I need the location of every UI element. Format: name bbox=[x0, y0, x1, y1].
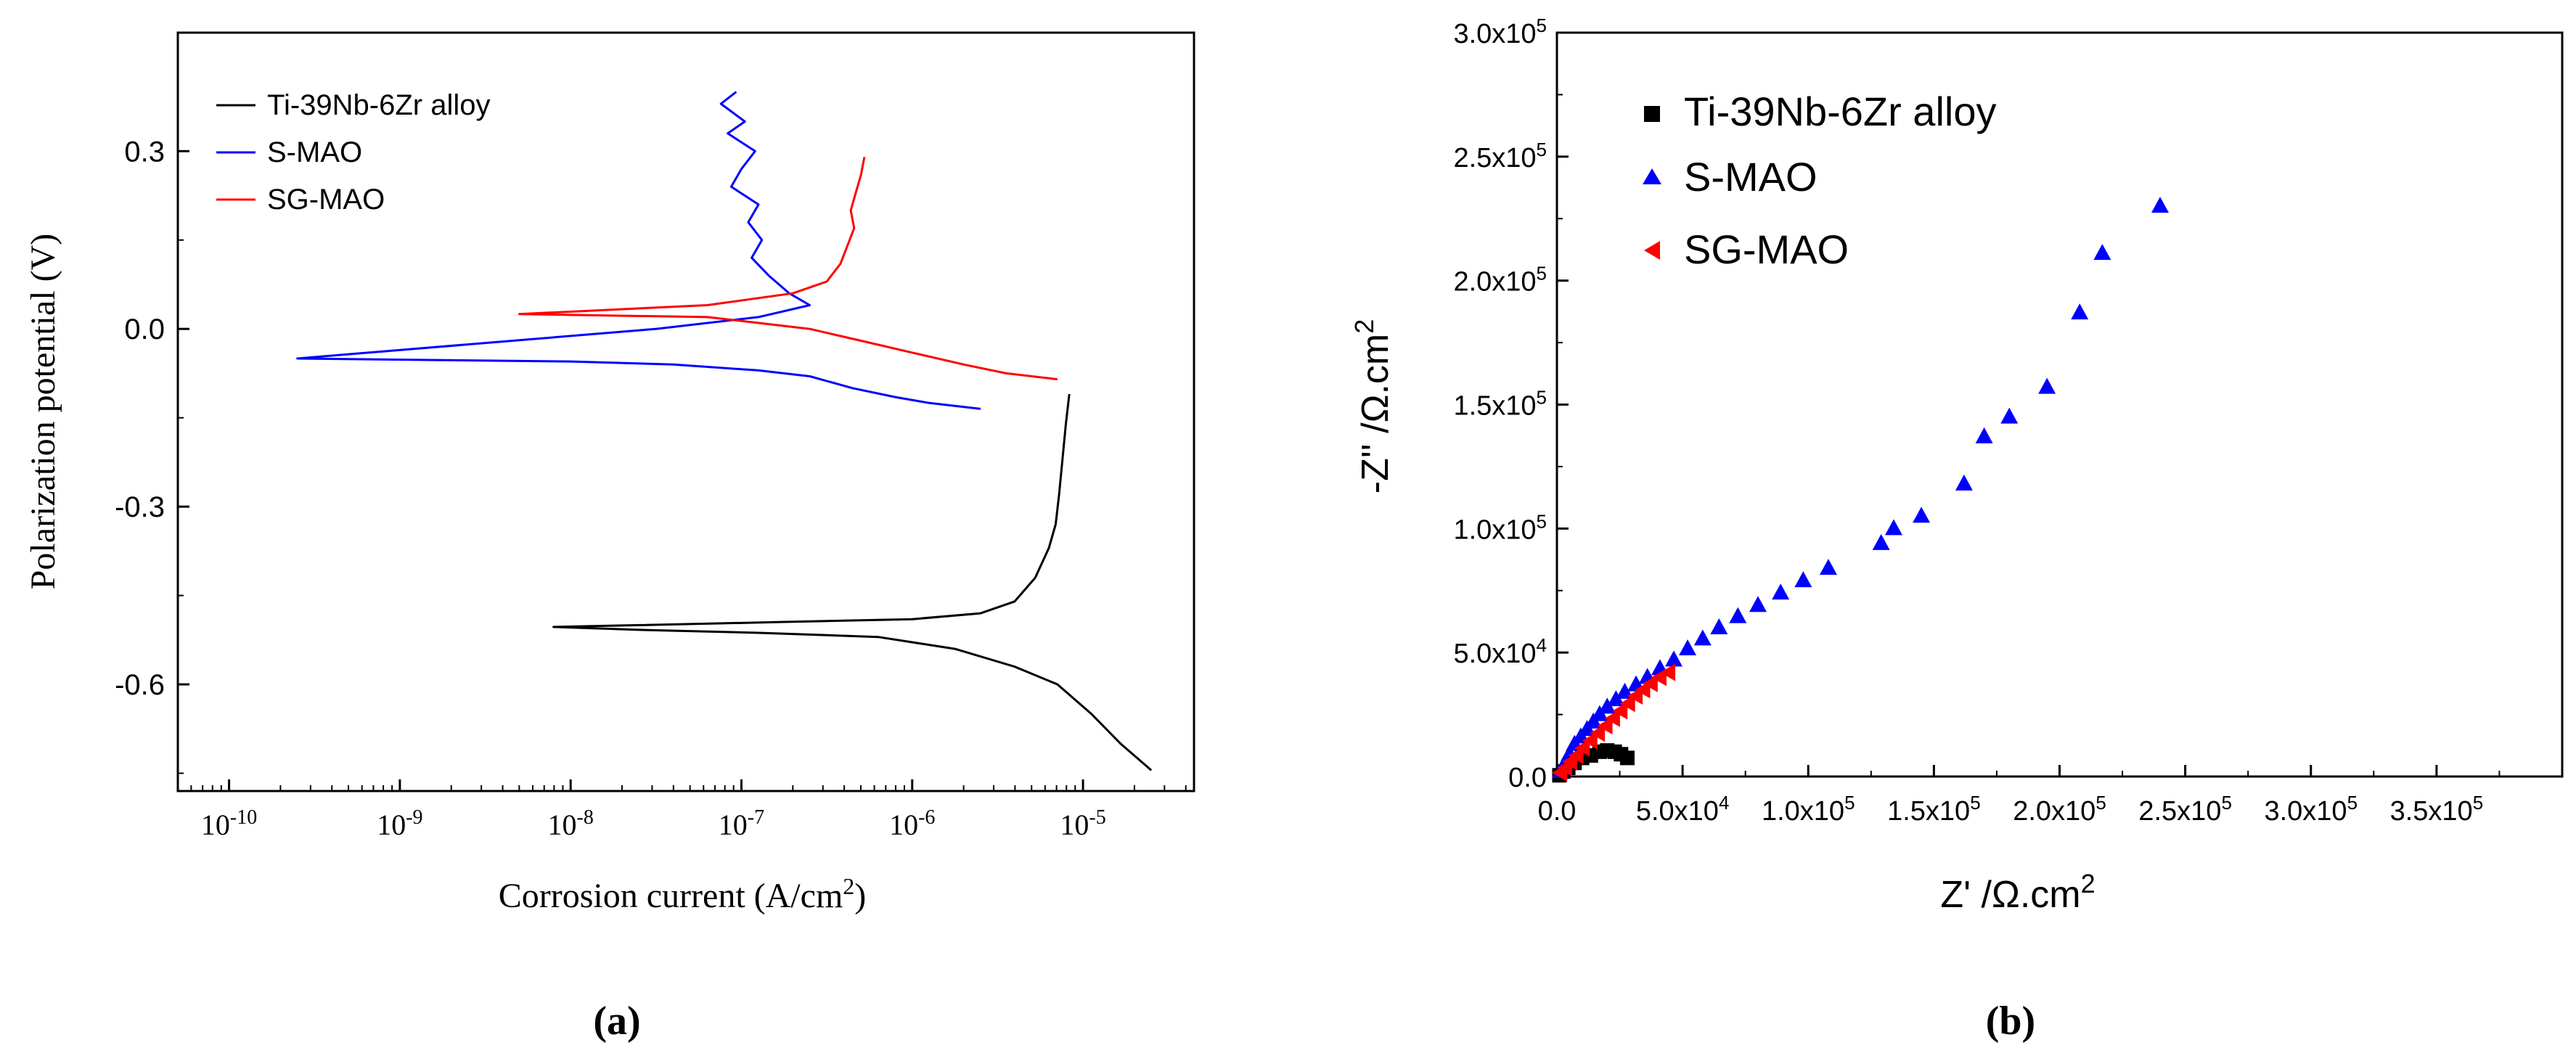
x-tick-label: 0.0 bbox=[1538, 796, 1577, 827]
data-point-s-mao bbox=[1607, 690, 1625, 707]
data-point-sg-mao bbox=[1612, 702, 1628, 720]
y-tick-label: 2.5x105 bbox=[1453, 139, 1547, 173]
panel-a-ticks: 10-10 10-9 10-8 10-7 10-6 10-5 0.3 0.0 -0.3 -0.6 bbox=[115, 136, 1187, 842]
data-point-s-mao bbox=[2151, 197, 2169, 213]
data-point-s-mao bbox=[2000, 407, 2019, 424]
x-tick-label: 5.0x104 bbox=[1636, 792, 1730, 827]
panel-b-y-axis-title: -Z'' /Ω.cm2 bbox=[1349, 319, 1397, 494]
x-tick-label: 1.5x105 bbox=[1887, 792, 1981, 827]
data-point-s-mao bbox=[1794, 571, 1812, 588]
data-point-sg-mao bbox=[1642, 674, 1658, 692]
data-point-sg-mao bbox=[1619, 695, 1635, 713]
data-point-s-mao bbox=[1872, 533, 1890, 550]
panel-a-plot-frame bbox=[176, 31, 1195, 792]
data-point-s-mao bbox=[1913, 507, 1931, 523]
panel-b-nyquist-chart: 0.0 5.0x104 1.0x105 1.5x105 2.0x105 2.5x105 3.… bbox=[1349, 15, 2564, 1044]
legend-label-sg-mao: SG-MAO bbox=[1684, 226, 1849, 272]
x-tick-label: 2.5x105 bbox=[2138, 792, 2232, 827]
x-tick-label: 1.0x105 bbox=[1762, 792, 1855, 827]
panel-a-caption: (a) bbox=[593, 999, 640, 1044]
data-point-sg-mao bbox=[1597, 716, 1613, 734]
series-line-s-mao bbox=[296, 91, 981, 410]
data-point-s-mao bbox=[1729, 607, 1747, 623]
data-point-s-mao bbox=[2093, 244, 2111, 261]
series-line-ti-39nb-6zr-alloy bbox=[552, 393, 1153, 771]
data-point-s-mao bbox=[1749, 596, 1767, 613]
data-point-sg-mao bbox=[1582, 732, 1598, 750]
data-point-s-mao bbox=[1819, 559, 1837, 575]
data-point-s-mao bbox=[1772, 583, 1790, 600]
data-point-ti-39nb-6zr-alloy bbox=[1619, 750, 1635, 766]
data-point-sg-mao bbox=[1590, 724, 1606, 742]
data-point-sg-mao bbox=[1568, 746, 1584, 764]
data-point-s-mao bbox=[1616, 682, 1634, 699]
panel-b-x-axis-title: Z' /Ω.cm2 bbox=[1940, 869, 2095, 917]
panel-b-ticks: 0.0 5.0x104 1.0x105 1.5x105 2.0x105 2.5x105 3.… bbox=[1453, 15, 2501, 827]
y-tick-label: 0.3 bbox=[124, 136, 165, 168]
x-tick-label: 10-9 bbox=[377, 806, 422, 842]
y-tick-label: -0.6 bbox=[115, 669, 165, 701]
panel-b-plot-frame bbox=[1555, 31, 2564, 778]
panel-b-legend: Ti-39Nb-6Zr alloy S-MAO SG-MAO bbox=[1643, 89, 1996, 272]
x-tick-label: 10-10 bbox=[201, 806, 257, 842]
legend-label-ti-alloy: Ti-39Nb-6Zr alloy bbox=[1684, 89, 1996, 134]
data-point-s-mao bbox=[1665, 650, 1683, 667]
data-point-s-mao bbox=[1710, 618, 1728, 634]
y-tick-label: 1.0x105 bbox=[1453, 510, 1547, 545]
data-point-s-mao bbox=[2038, 377, 2056, 394]
panel-b-series bbox=[1552, 197, 2169, 783]
y-tick-label: 1.5x105 bbox=[1453, 387, 1547, 422]
data-point-sg-mao bbox=[1574, 739, 1590, 757]
data-point-s-mao bbox=[1693, 629, 1712, 646]
y-tick-label: 2.0x105 bbox=[1453, 263, 1547, 298]
series-line-sg-mao bbox=[518, 157, 1058, 381]
x-tick-label: 10-7 bbox=[719, 806, 764, 842]
data-point-s-mao bbox=[1598, 697, 1616, 714]
panel-a-legend: Ti-39Nb-6Zr alloy S-MAO SG-MAO bbox=[216, 89, 490, 216]
data-point-s-mao bbox=[1884, 519, 1902, 536]
legend-marker-sg-mao bbox=[1644, 241, 1660, 260]
data-point-sg-mao bbox=[1660, 663, 1676, 681]
legend-label-s-mao: S-MAO bbox=[1684, 154, 1817, 200]
y-tick-label: 3.0x105 bbox=[1453, 15, 1547, 49]
data-point-s-mao bbox=[2071, 303, 2089, 320]
legend-label-sg-mao: SG-MAO bbox=[267, 184, 385, 216]
panel-a-y-axis-title: Polarization potential (V) bbox=[24, 234, 62, 590]
x-tick-label: 2.0x105 bbox=[2013, 792, 2106, 827]
y-tick-label: 0.0 bbox=[1508, 763, 1547, 793]
x-tick-label: 10-5 bbox=[1060, 806, 1105, 842]
legend-label-s-mao: S-MAO bbox=[267, 136, 362, 168]
panel-a-series bbox=[296, 91, 1153, 771]
series-s-mao bbox=[1552, 197, 2169, 779]
y-tick-label: 5.0x104 bbox=[1453, 634, 1547, 669]
y-tick-label: -0.3 bbox=[115, 491, 165, 523]
data-point-s-mao bbox=[1679, 639, 1697, 656]
x-tick-label: 3.0x105 bbox=[2264, 792, 2358, 827]
panel-a-polarization-chart: 10-10 10-9 10-8 10-7 10-6 10-50.30.0-0.3-0.6 … bbox=[24, 31, 1195, 1044]
data-point-s-mao bbox=[1975, 427, 1993, 443]
x-tick-label: 10-6 bbox=[889, 806, 935, 842]
panel-b-caption: (b) bbox=[1986, 999, 2035, 1044]
series-sg-mao bbox=[1552, 663, 1676, 782]
data-point-s-mao bbox=[1955, 474, 1973, 491]
x-tick-label: 3.5x105 bbox=[2390, 792, 2484, 827]
legend-label-ti-alloy: Ti-39Nb-6Zr alloy bbox=[267, 89, 490, 121]
legend-marker-ti-alloy bbox=[1644, 106, 1660, 122]
y-tick-label: 0.0 bbox=[124, 314, 165, 345]
x-tick-label: 10-8 bbox=[548, 806, 594, 842]
panel-a-x-axis-title: Corrosion current (A/cm2) bbox=[499, 873, 867, 915]
data-point-sg-mao bbox=[1604, 709, 1620, 727]
legend-marker-s-mao bbox=[1643, 168, 1661, 184]
